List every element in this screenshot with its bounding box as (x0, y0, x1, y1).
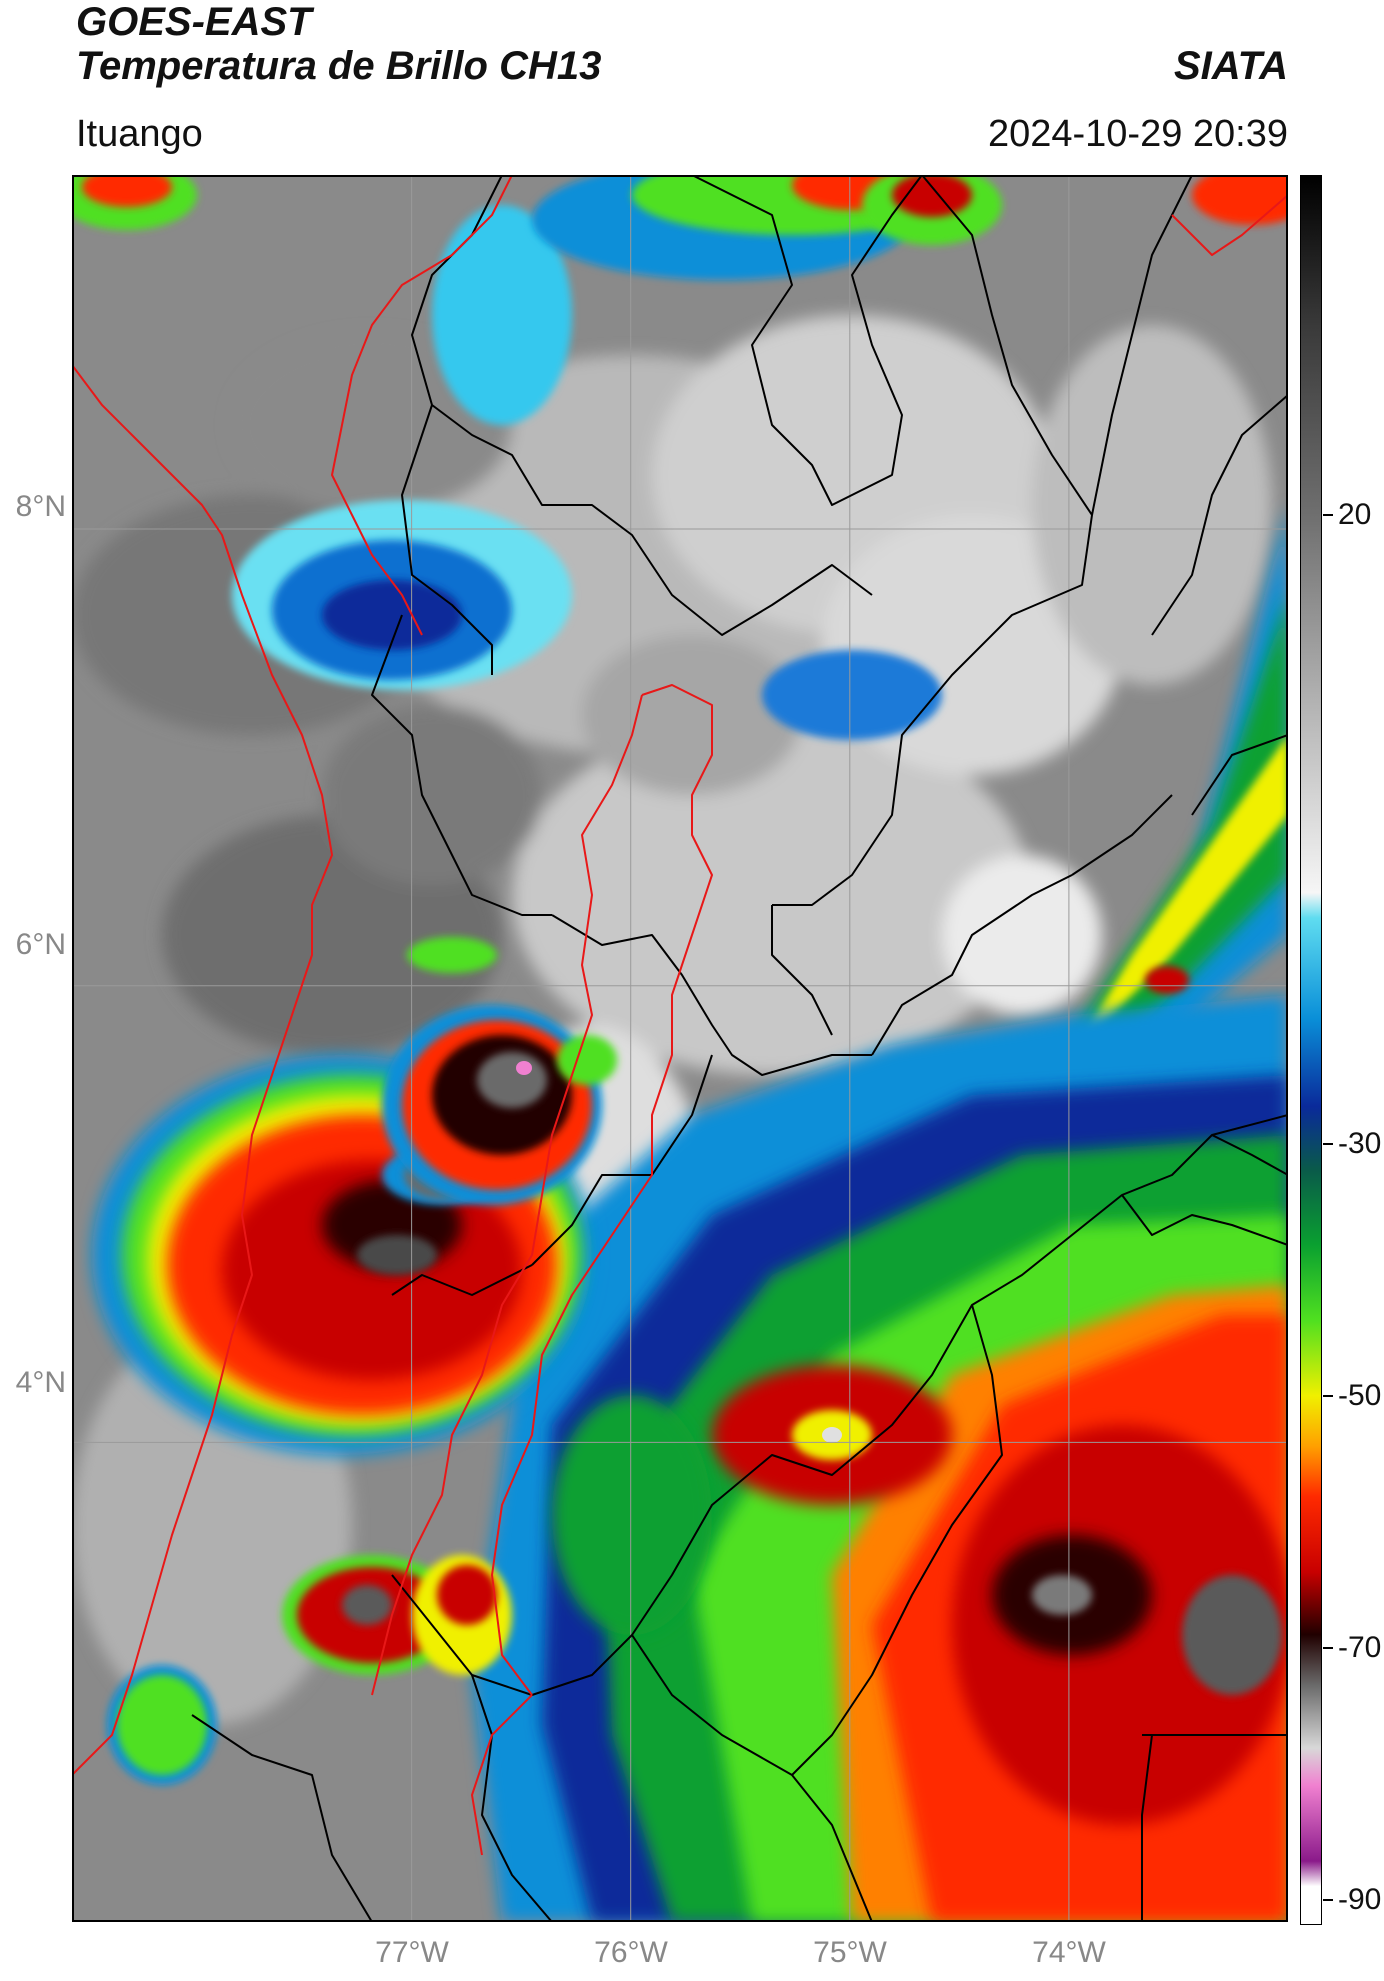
map-frame (72, 175, 1288, 1922)
colorbar-tick-mark (1323, 1647, 1333, 1650)
colorbar-tick-mark (1323, 513, 1333, 516)
organization-label: SIATA (1173, 44, 1288, 88)
lat-label-6n: 6°N (15, 928, 66, 961)
brightness-temperature-map[interactable] (72, 175, 1288, 1922)
colorbar-tick-label: 20 (1338, 497, 1372, 531)
timestamp-label: 2024-10-29 20:39 (987, 113, 1288, 155)
lon-label-76w: 76°W (594, 1936, 668, 1969)
lon-label-75w: 75°W (813, 1936, 887, 1969)
temperature-colorbar (1300, 175, 1322, 1925)
colorbar-tick-label: -90 (1338, 1882, 1382, 1916)
colorbar-tick-mark (1323, 1143, 1333, 1146)
product-title-channel: Temperatura de Brillo CH13 (76, 44, 602, 88)
lon-label-77w: 77°W (375, 1936, 449, 1969)
department-borders (191, 175, 1288, 1922)
colorbar-tick-label: -70 (1338, 1631, 1382, 1665)
region-label: Ituango (76, 113, 203, 155)
product-title-satellite: GOES-EAST (76, 0, 312, 44)
lat-label-8n: 8°N (15, 490, 66, 523)
lat-lon-gridlines (72, 175, 1288, 1922)
colorbar-tick-label: -30 (1338, 1127, 1382, 1161)
lat-label-4n: 4°N (15, 1366, 66, 1399)
colorbar-tick-mark (1323, 1395, 1333, 1398)
colorbar-tick-label: -50 (1338, 1379, 1382, 1413)
cold-cloud-shields (72, 175, 1288, 1922)
basin-boundary-red (72, 175, 1288, 1856)
satellite-map-panel[interactable] (72, 175, 1288, 1922)
colorbar-tick-mark (1323, 1898, 1333, 1901)
lon-label-74w: 74°W (1032, 1936, 1106, 1969)
